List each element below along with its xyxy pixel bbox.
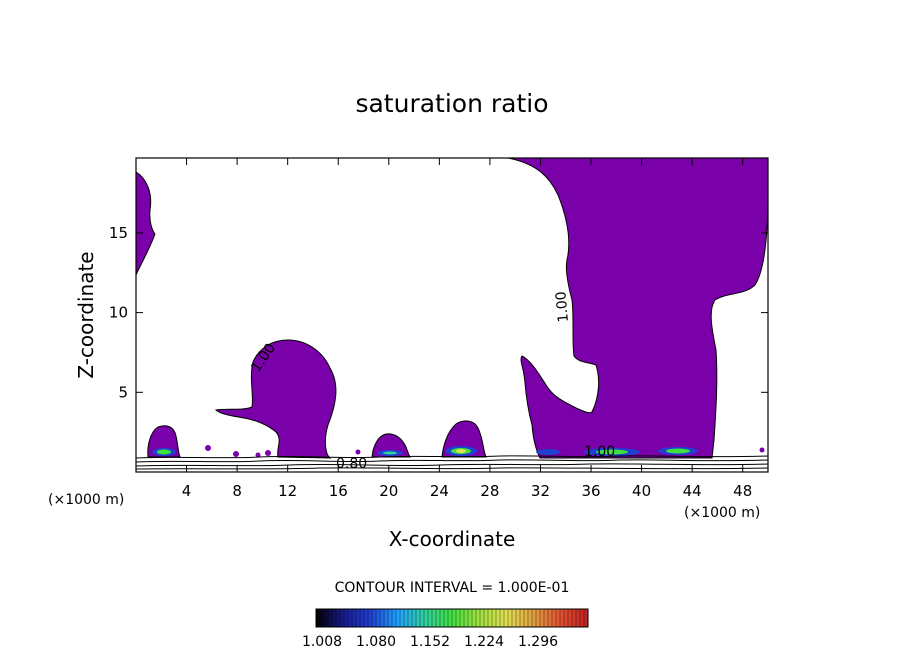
y-axis-ticks: 5 10 15 xyxy=(109,224,768,401)
speck xyxy=(205,445,211,451)
speck xyxy=(255,452,261,458)
core xyxy=(456,449,466,453)
colorbar-label: 1.296 xyxy=(518,634,558,650)
x-tick-label: 16 xyxy=(329,482,348,500)
core xyxy=(536,449,560,455)
contour-label: 0.80 xyxy=(336,456,367,472)
core xyxy=(157,449,171,455)
region-cloud-12km xyxy=(214,339,337,459)
region-left-edge-cloud xyxy=(135,171,156,276)
chart-title: saturation ratio xyxy=(355,89,548,118)
x-axis-label: X-coordinate xyxy=(389,527,516,551)
y-tick-label: 15 xyxy=(109,224,128,242)
x-tick-label: 8 xyxy=(232,482,242,500)
x-tick-label: 48 xyxy=(733,482,752,500)
core xyxy=(596,449,628,455)
region-tall-cloud xyxy=(507,157,769,459)
supersaturation-cores xyxy=(152,446,698,456)
y-tick-label: 5 xyxy=(118,383,128,401)
x-tick-label: 28 xyxy=(480,482,499,500)
x-tick-label: 20 xyxy=(379,482,398,500)
speck xyxy=(233,451,239,457)
contour-label: 1.00 xyxy=(553,291,572,323)
contour-label: 1.00 xyxy=(584,444,615,460)
core xyxy=(383,451,397,455)
colorbar-label: 1.152 xyxy=(410,634,450,650)
x-axis-ticks: 4 8 12 16 20 24 28 32 36 40 44 48 xyxy=(182,158,752,500)
y-axis-label: Z-coordinate xyxy=(74,251,98,378)
x-tick-label: 12 xyxy=(278,482,297,500)
colorbar: 1.008 1.080 1.152 1.224 1.296 xyxy=(302,608,589,650)
x-tick-label: 24 xyxy=(430,482,449,500)
y-tick-label: 10 xyxy=(109,304,128,322)
speck xyxy=(265,450,271,456)
x-unit-right: (×1000 m) xyxy=(684,505,760,521)
x-tick-label: 4 xyxy=(182,482,192,500)
x-tick-label: 44 xyxy=(683,482,702,500)
x-tick-label: 32 xyxy=(531,482,550,500)
colorbar-label: 1.080 xyxy=(356,634,396,650)
plot-frame xyxy=(135,157,769,473)
colorbar-label: 1.008 xyxy=(302,634,342,650)
x-tick-label: 36 xyxy=(581,482,600,500)
x-unit-left: (×1000 m) xyxy=(48,492,124,508)
core xyxy=(666,448,690,454)
contour-interval-text: CONTOUR INTERVAL = 1.000E-01 xyxy=(335,580,570,596)
speck xyxy=(355,449,361,455)
surface-contours xyxy=(135,455,769,470)
speck xyxy=(759,447,765,453)
x-tick-label: 40 xyxy=(632,482,651,500)
colorbar-label: 1.224 xyxy=(464,634,504,650)
